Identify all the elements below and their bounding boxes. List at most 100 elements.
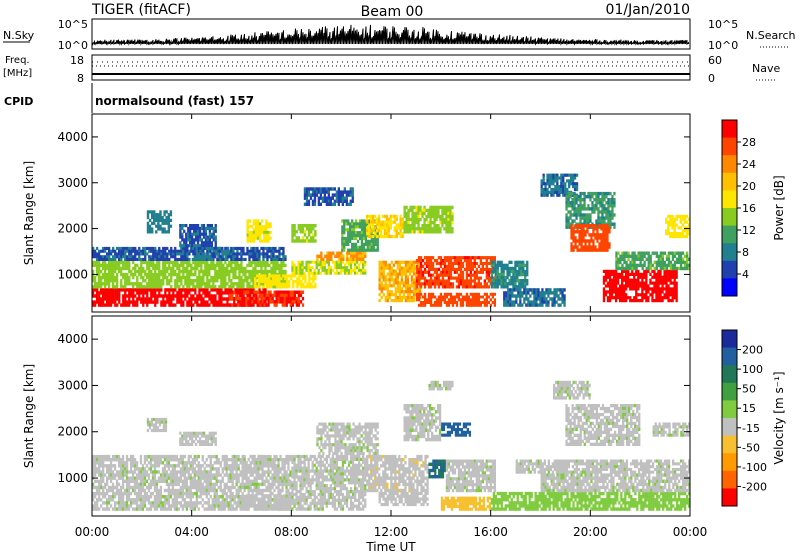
power-cell [385, 217, 389, 221]
power-cell [445, 301, 449, 304]
power-cell [562, 187, 565, 192]
power-cell [325, 260, 328, 264]
power-cell [264, 277, 267, 281]
power-cell [388, 293, 391, 297]
power-cell [473, 303, 476, 307]
power-cell [673, 293, 676, 297]
power-cell [520, 282, 523, 286]
power-cell [396, 260, 399, 264]
power-cell [508, 269, 511, 274]
power-cell [360, 222, 364, 226]
power-cell [106, 252, 109, 256]
power-cell [637, 275, 640, 279]
power-cell [677, 257, 681, 261]
power-cell [185, 235, 188, 239]
power-cell [268, 279, 271, 283]
power-cell [151, 227, 154, 231]
power-cell [166, 288, 169, 292]
power-cell [142, 260, 145, 265]
power-cell [154, 263, 157, 268]
power-cell [263, 293, 266, 298]
power-cell [379, 229, 383, 233]
power-cell [483, 301, 486, 304]
power-cell [148, 249, 151, 253]
power-cell [325, 268, 328, 272]
power-cell [655, 290, 658, 294]
power-cell [589, 219, 592, 223]
power-cell [372, 239, 375, 243]
power-cell [679, 263, 683, 268]
power-cell [293, 293, 296, 298]
power-cell [98, 269, 101, 274]
power-cell [163, 218, 166, 222]
power-cell [635, 266, 638, 271]
power-cell [256, 228, 260, 232]
power-cell [686, 260, 689, 265]
power-cell [333, 187, 336, 191]
power-cell [520, 260, 523, 265]
power-cell [578, 242, 581, 246]
power-cell [106, 282, 109, 286]
power-cell [562, 179, 565, 183]
power-cell [542, 179, 545, 183]
power-cell [467, 264, 470, 268]
power-cell [200, 232, 204, 236]
power-cell [114, 257, 117, 261]
power-cell [187, 232, 190, 236]
power-cell [187, 244, 190, 248]
power-cell [364, 225, 368, 229]
power-cell [413, 220, 416, 225]
power-cell [471, 261, 474, 266]
power-cell [571, 207, 574, 211]
power-cell [162, 300, 165, 304]
power-cell [671, 290, 674, 294]
power-cell [94, 294, 97, 298]
power-cell [579, 195, 582, 199]
power-cell [154, 246, 157, 250]
power-cell [249, 300, 252, 304]
power-cell [241, 293, 244, 298]
power-cell [156, 275, 159, 280]
power-cell [156, 257, 159, 261]
power-cell [310, 230, 313, 234]
power-cell [396, 299, 399, 303]
power-cell [124, 257, 127, 261]
power-cell [233, 303, 236, 307]
power-cell [160, 255, 163, 259]
power-cell [209, 257, 212, 261]
power-cell [402, 290, 405, 294]
power-cell [218, 269, 221, 274]
power-cell [196, 303, 199, 307]
power-cell [132, 300, 135, 304]
power-cell [429, 298, 433, 302]
power-cell [405, 227, 408, 231]
power-cell [272, 285, 275, 289]
power-cell [673, 254, 677, 258]
power-cell [240, 288, 243, 292]
power-cell [362, 257, 365, 261]
power-cell [360, 239, 364, 243]
power-cell [206, 279, 209, 283]
power-cell [338, 254, 341, 258]
power-cell [349, 222, 352, 226]
power-cell [604, 233, 607, 237]
power-cell [412, 278, 416, 282]
power-cell [606, 224, 609, 228]
freq-tick-top: 18 [70, 54, 84, 67]
power-cell [481, 295, 484, 299]
power-cell [297, 293, 300, 298]
power-cell [531, 291, 534, 295]
power-cell [402, 284, 405, 288]
power-cell [156, 255, 159, 259]
power-cell [588, 245, 591, 249]
power-cell [475, 273, 478, 277]
power-cell [224, 291, 227, 295]
power-cell [387, 226, 390, 230]
power-cell [246, 246, 249, 250]
power-cell [347, 193, 350, 197]
power-cell [364, 263, 367, 267]
power-cell [415, 211, 418, 216]
power-cell [230, 249, 233, 253]
power-cell [463, 285, 467, 289]
power-cell [443, 211, 446, 216]
